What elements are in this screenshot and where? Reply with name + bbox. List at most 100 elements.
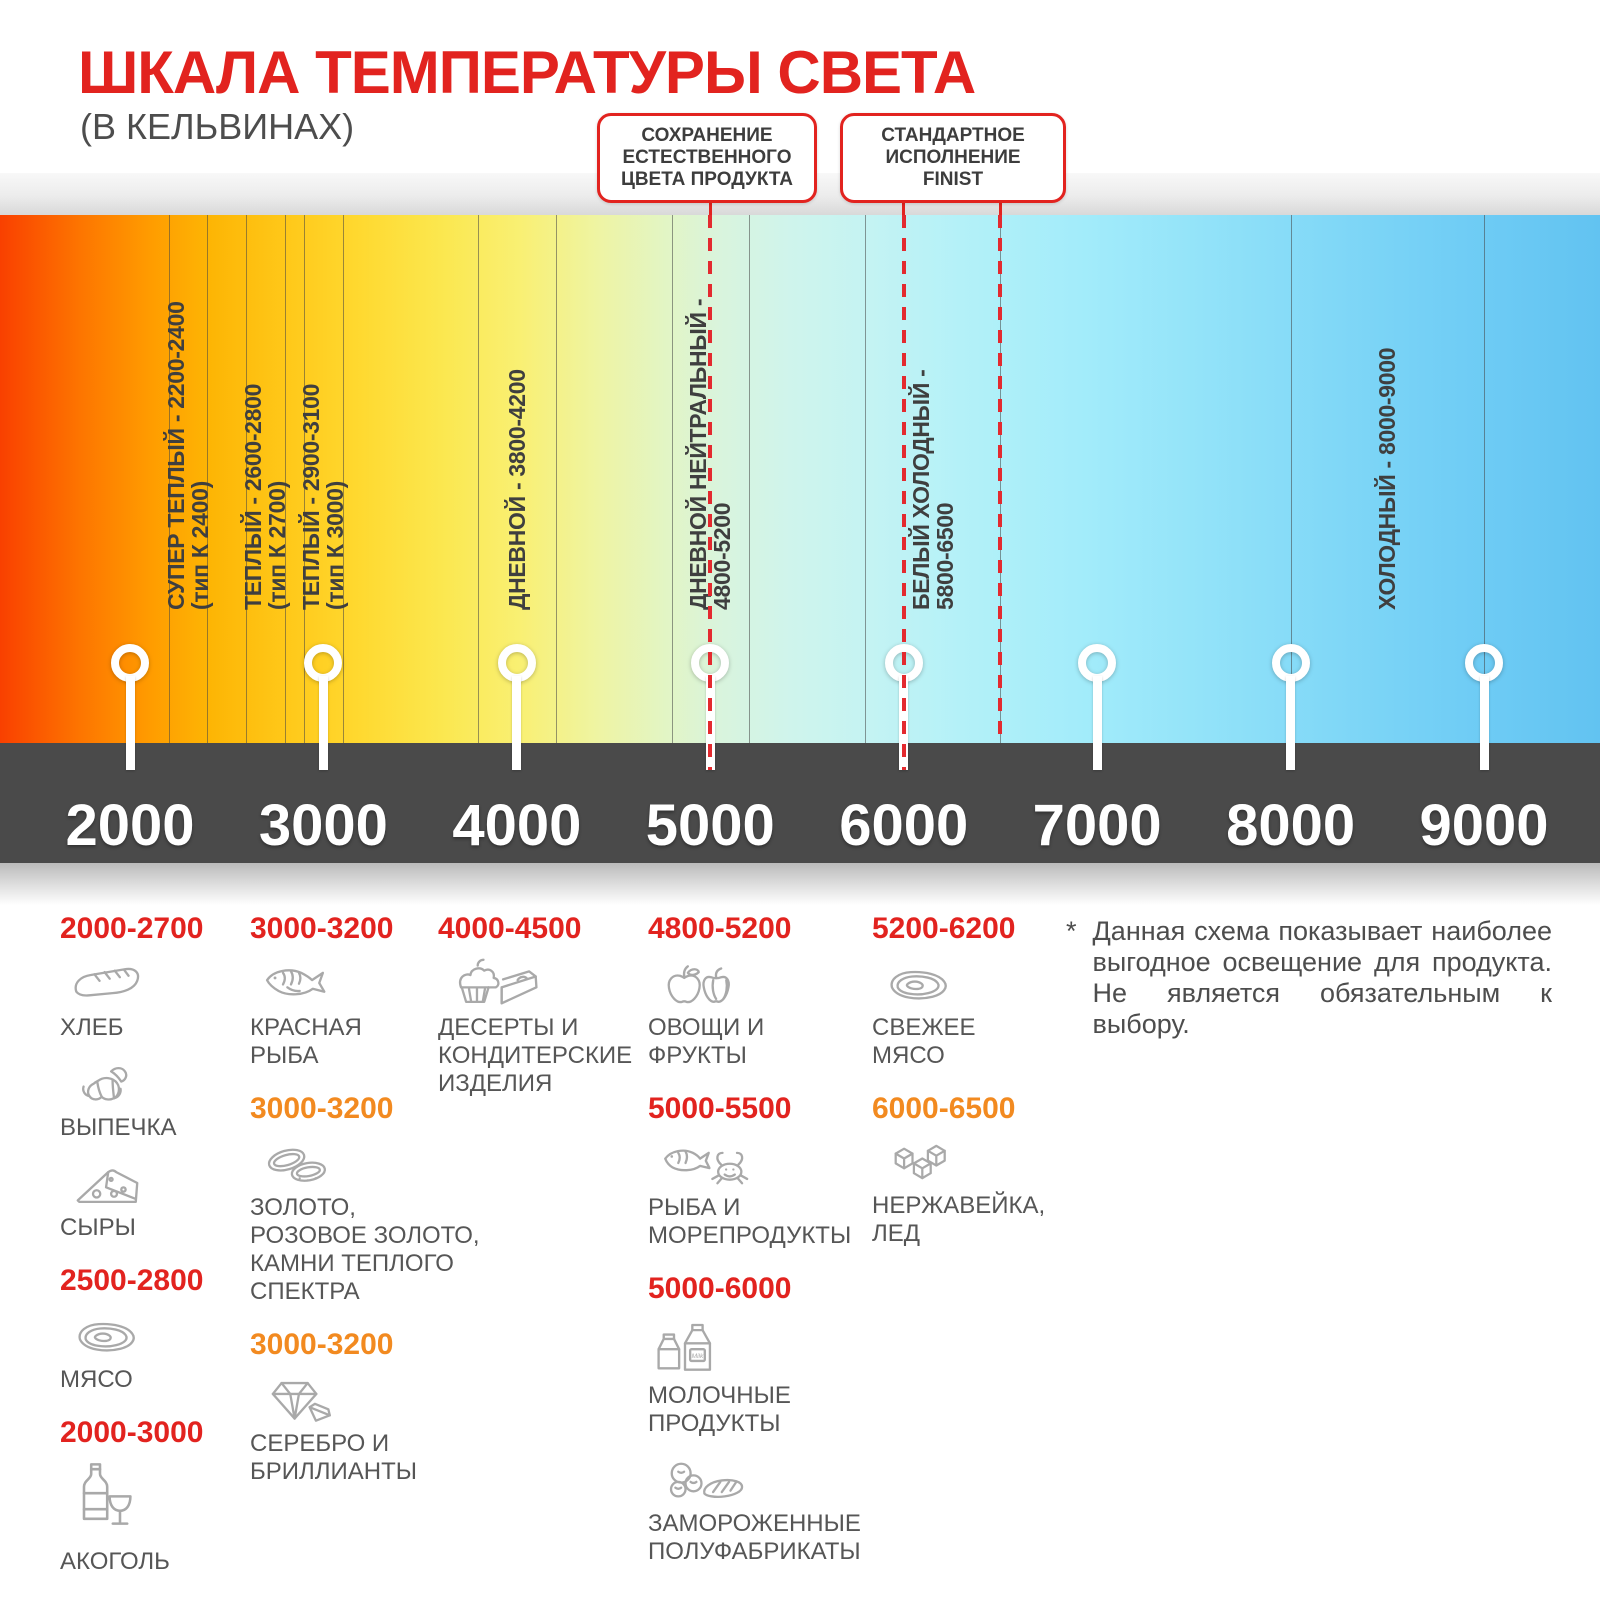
band-label-line: 5800-6500 (931, 502, 958, 610)
tick-label: 7000 (1032, 793, 1162, 858)
footnote-text: Данная схема показывает наиболее выгодно… (1092, 916, 1552, 1039)
vegetables-icon (648, 954, 916, 1012)
category-item-label: ВЫПЕЧКА (60, 1114, 177, 1141)
tick-label: 8000 (1226, 793, 1356, 858)
highlight-dashed-line (708, 215, 713, 770)
band-label-line: (тип К 2400) (187, 481, 213, 610)
callout-box: СТАНДАРТНОЕ ИСПОЛНЕНИЕ FINIST (840, 113, 1066, 203)
page-title: ШКАЛА ТЕМПЕРАТУРЫ СВЕТА (78, 39, 976, 106)
category-item-label: МЯСО (60, 1366, 133, 1393)
tick-label: 6000 (839, 793, 969, 858)
category-item-label: ЗОЛОТО, РОЗОВОЕ ЗОЛОТО, КАМНИ ТЕПЛОГО СП… (250, 1194, 480, 1305)
category-range-heading: 5200-6200 (872, 912, 1016, 945)
cheese-icon (60, 1154, 242, 1212)
band-label-line: ТЕПЛЫЙ - 2900-3100 (298, 383, 325, 610)
category-item: МЯСО (60, 1306, 242, 1394)
category-item: СВЕЖЕЕ МЯСО (872, 954, 1078, 1070)
tick-pin-stem (318, 676, 328, 770)
callout-text: СТАНДАРТНОЕ ИСПОЛНЕНИЕ FINIST (881, 125, 1025, 190)
category-range-heading: 5000-6000 (648, 1272, 792, 1305)
tick-label: 3000 (258, 793, 388, 858)
category-column: 3000-3200 КРАСНАЯ РЫБА 3000-3200 ЗОЛОТО, РО… (250, 912, 484, 1508)
category-item-label: СВЕЖЕЕ МЯСО (872, 1014, 976, 1069)
alcohol-icon (60, 1458, 242, 1546)
dessert-icon (438, 954, 648, 1012)
kelvin-boundary-line (1290, 215, 1292, 743)
band-label-line: ХОЛОДНЫЙ - 8000-9000 (1374, 347, 1401, 610)
kelvin-boundary-line (207, 215, 209, 743)
croissant-icon (60, 1054, 242, 1112)
tick-label: 2000 (65, 793, 195, 858)
band-label: ТЕПЛЫЙ - 2900-3100 (тип К 3000) (298, 180, 349, 610)
category-item: РЫБА И МОРЕПРОДУКТЫ (648, 1134, 916, 1250)
kelvin-boundary-line (304, 215, 306, 743)
category-range-heading: 5000-5500 (648, 1092, 792, 1125)
footnote: * Данная схема показывает наиболее выгод… (1066, 916, 1552, 1040)
category-item: ВЫПЕЧКА (60, 1054, 242, 1142)
page-subtitle: (В КЕЛЬВИНАХ) (80, 106, 355, 147)
category-item: ЗОЛОТО, РОЗОВОЕ ЗОЛОТО, КАМНИ ТЕПЛОГО СП… (250, 1134, 484, 1306)
category-block: 2500-2800 МЯСО (60, 1264, 242, 1394)
tick-pin-stem (1286, 676, 1296, 770)
category-block: 6000-6500 НЕРЖАВЕЙКА, ЛЕД (872, 1092, 1078, 1248)
kelvin-boundary-line (671, 215, 673, 743)
callout-text: СОХРАНЕНИЕ ЕСТЕСТВЕННОГО ЦВЕТА ПРОДУКТА (620, 125, 794, 190)
category-item: ОВОЩИ И ФРУКТЫ (648, 954, 916, 1070)
category-block: 5200-6200 СВЕЖЕЕ МЯСО (872, 912, 1078, 1070)
category-item-label: МОЛОЧНЫЕ ПРОДУКТЫ (648, 1382, 791, 1437)
band-label-line: (тип К 2700) (264, 481, 291, 610)
kelvin-gradient-band (0, 215, 1600, 743)
category-item-label: КРАСНАЯ РЫБА (250, 1014, 362, 1069)
band-label-line: БЕЛЫЙ ХОЛОДНЫЙ - (907, 369, 934, 610)
red-fish-icon (250, 954, 484, 1012)
diamond-icon (250, 1370, 484, 1428)
band-label-line: ТЕПЛЫЙ - 2600-2800 (240, 383, 267, 610)
footnote-asterisk: * (1066, 916, 1077, 946)
category-item: КРАСНАЯ РЫБА (250, 954, 484, 1070)
category-column: 4800-5200 ОВОЩИ И ФРУКТЫ 5000-5500 РЫБА И М… (648, 912, 916, 1588)
category-block: 4000-4500 ДЕСЕРТЫ И КОНДИТЕРСКИЕ ИЗДЕЛИЯ (438, 912, 648, 1098)
band-label-line: СУПЕР ТЕПЛЫЙ - 2200-2400 (163, 301, 189, 610)
tick-label: 5000 (645, 793, 775, 858)
kelvin-boundary-line (478, 215, 480, 743)
category-block: 5000-6000 Milk МОЛОЧНЫЕ ПРОДУКТЫ ЗАМОРОЖЕНН… (648, 1272, 916, 1566)
bread-icon (60, 954, 242, 1012)
kelvin-boundary-line (1484, 215, 1485, 743)
category-item: СЕРЕБРО И БРИЛЛИАНТЫ (250, 1370, 484, 1486)
category-block: 2000-2700 ХЛЕБ ВЫПЕЧКА СЫРЫ (60, 912, 242, 1242)
callout-connector (998, 196, 1002, 216)
category-item: ДЕСЕРТЫ И КОНДИТЕРСКИЕ ИЗДЕЛИЯ (438, 954, 648, 1098)
highlight-dashed-line (901, 215, 906, 770)
band-label-line: (тип К 3000) (322, 481, 349, 610)
tick-label: 4000 (452, 793, 582, 858)
callout-connector (708, 196, 712, 216)
tick-pin-stem (1479, 676, 1489, 770)
tick-pin-stem (1092, 676, 1102, 770)
kelvin-boundary-line (168, 215, 170, 743)
category-block: 4800-5200 ОВОЩИ И ФРУКТЫ (648, 912, 916, 1070)
category-column: 2000-2700 ХЛЕБ ВЫПЕЧКА СЫРЫ 2500-2800 МЯСО 200… (60, 912, 242, 1598)
gold-rings-icon (250, 1134, 484, 1192)
highlight-dashed-line (998, 215, 1003, 743)
category-range-heading: 4800-5200 (648, 912, 792, 945)
kelvin-boundary-line (555, 215, 557, 743)
callout-connector (902, 196, 906, 216)
category-item-label: РЫБА И МОРЕПРОДУКТЫ (648, 1194, 852, 1249)
band-label-line: ДНЕВНОЙ НЕЙТРАЛЬНЫЙ - (685, 298, 712, 610)
meat-icon (60, 1306, 242, 1364)
category-item-label: ДЕСЕРТЫ И КОНДИТЕРСКИЕ ИЗДЕЛИЯ (438, 1014, 633, 1097)
band-label: ТЕПЛЫЙ - 2600-2800 (тип К 2700) (240, 180, 291, 610)
category-range-heading: 2000-3000 (60, 1416, 204, 1449)
category-range-heading: 3000-3200 (250, 1328, 394, 1361)
frozen-food-icon (648, 1450, 916, 1508)
category-column: 4000-4500 ДЕСЕРТЫ И КОНДИТЕРСКИЕ ИЗДЕЛИЯ (438, 912, 648, 1120)
kelvin-boundary-line (246, 215, 248, 743)
band-label: СУПЕР ТЕПЛЫЙ - 2200-2400 (тип К 2400) (163, 180, 213, 610)
tick-pin-stem (125, 676, 135, 770)
milk-icon: Milk (648, 1314, 916, 1380)
kelvin-boundary-line (284, 215, 286, 743)
category-item-label: ХЛЕБ (60, 1014, 124, 1041)
kelvin-axis-bar (0, 743, 1600, 863)
category-item-label: ЗАМОРОЖЕННЫЕ ПОЛУФАБРИКАТЫ (648, 1510, 861, 1565)
category-block: 3000-3200 СЕРЕБРО И БРИЛЛИАНТЫ (250, 1328, 484, 1486)
